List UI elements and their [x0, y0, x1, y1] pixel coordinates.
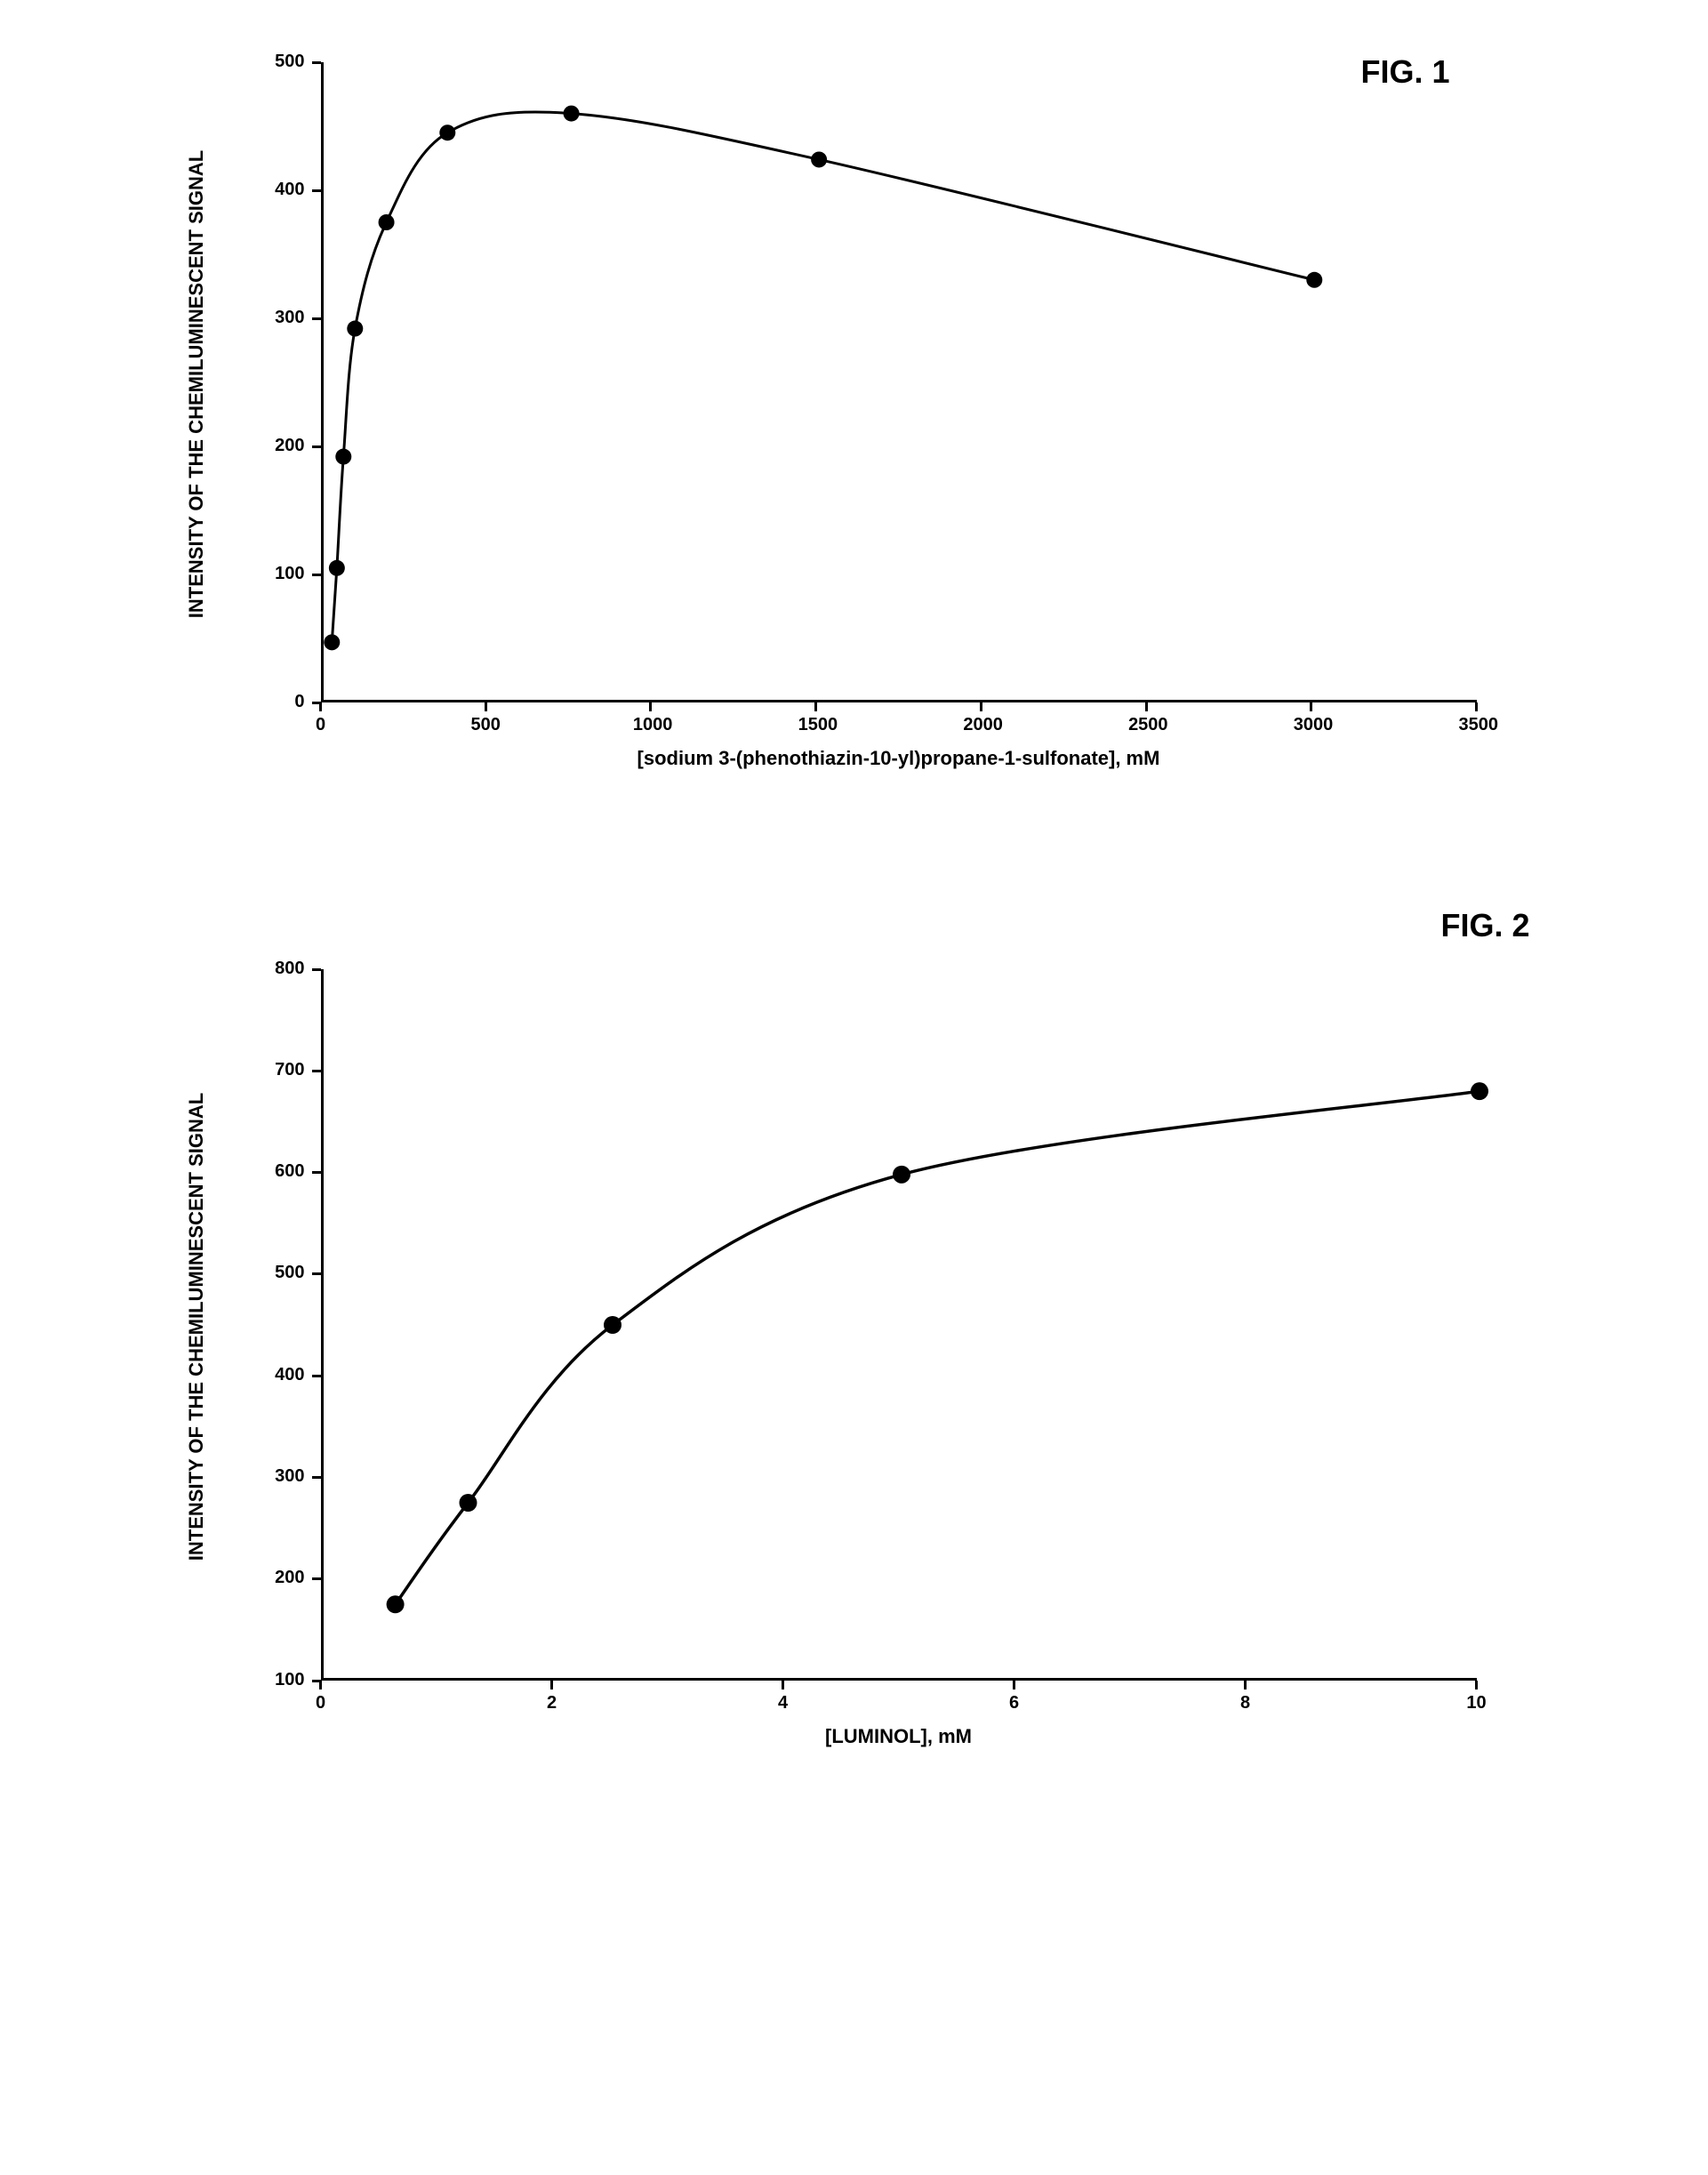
y-tick-label: 400 — [275, 1365, 304, 1385]
x-tick — [649, 702, 652, 711]
y-tick-label: 200 — [275, 1568, 304, 1588]
x-tick-label: 500 — [468, 715, 503, 735]
x-tick-label: 1500 — [798, 715, 834, 735]
y-tick — [312, 574, 321, 576]
figure-2-svg — [324, 969, 1479, 1681]
x-tick-label: 8 — [1228, 1693, 1263, 1714]
y-tick — [312, 1171, 321, 1174]
x-tick-label: 3000 — [1294, 715, 1329, 735]
y-tick — [312, 1375, 321, 1377]
x-tick-label: 2 — [534, 1693, 570, 1714]
data-point — [335, 449, 351, 465]
figure-1: FIG. 1 INTENSITY OF THE CHEMILUMINESCENT… — [143, 36, 1566, 836]
data-point — [347, 321, 363, 337]
y-tick — [312, 317, 321, 320]
x-tick — [319, 1681, 322, 1689]
x-tick-label: 2000 — [963, 715, 998, 735]
figure-1-y-axis-title: INTENSITY OF THE CHEMILUMINESCENT SIGNAL — [185, 64, 208, 704]
data-point — [439, 124, 455, 140]
data-point — [604, 1316, 621, 1334]
x-tick — [1475, 1681, 1478, 1689]
data-point — [563, 106, 579, 122]
data-point — [1471, 1082, 1488, 1100]
x-tick — [1244, 1681, 1247, 1689]
y-tick — [312, 1577, 321, 1580]
x-tick-label: 3500 — [1459, 715, 1495, 735]
x-tick — [814, 702, 817, 711]
x-tick — [1145, 702, 1148, 711]
x-tick-label: 2500 — [1128, 715, 1164, 735]
x-tick — [550, 1681, 553, 1689]
x-tick — [1013, 1681, 1015, 1689]
x-tick — [980, 702, 982, 711]
x-tick-label: 0 — [303, 715, 339, 735]
x-tick-label: 0 — [303, 1693, 339, 1714]
x-tick — [485, 702, 487, 711]
y-tick — [312, 445, 321, 448]
figure-1-svg — [324, 62, 1479, 702]
y-tick-label: 300 — [275, 1466, 304, 1487]
y-tick-label: 500 — [275, 52, 304, 72]
y-tick — [312, 1070, 321, 1072]
x-tick-label: 4 — [766, 1693, 801, 1714]
data-point — [378, 214, 394, 230]
series-line — [395, 1091, 1479, 1604]
y-tick — [312, 189, 321, 192]
x-tick-label: 6 — [997, 1693, 1032, 1714]
data-point — [811, 151, 827, 167]
y-tick-label: 700 — [275, 1060, 304, 1080]
y-tick-label: 200 — [275, 436, 304, 456]
y-tick-label: 0 — [294, 692, 304, 712]
data-point — [328, 560, 344, 576]
y-tick-label: 500 — [275, 1263, 304, 1283]
data-point — [1306, 272, 1322, 288]
figure-2-x-axis-title: [LUMINOL], mM — [321, 1725, 1477, 1748]
y-tick-label: 600 — [275, 1161, 304, 1182]
y-tick — [312, 1476, 321, 1479]
x-tick-label: 10 — [1459, 1693, 1495, 1714]
x-tick — [319, 702, 322, 711]
y-tick-label: 100 — [275, 1670, 304, 1690]
x-tick-label: 1000 — [633, 715, 669, 735]
figure-2-plot-area — [321, 969, 1477, 1681]
y-tick — [312, 1272, 321, 1275]
y-tick — [312, 61, 321, 64]
figure-2: FIG. 2 INTENSITY OF THE CHEMILUMINESCENT… — [143, 907, 1566, 1796]
data-point — [386, 1595, 404, 1613]
data-point — [324, 634, 340, 650]
y-tick-label: 300 — [275, 308, 304, 328]
data-point — [459, 1494, 477, 1512]
y-tick-label: 800 — [275, 959, 304, 979]
series-line — [332, 112, 1314, 642]
figure-2-label: FIG. 2 — [1440, 907, 1529, 944]
figure-1-plot-area — [321, 62, 1477, 702]
figure-1-x-axis-title: [sodium 3-(phenothiazin-10-yl)propane-1-… — [321, 747, 1477, 770]
x-tick — [1310, 702, 1312, 711]
x-tick — [1475, 702, 1478, 711]
figure-2-y-axis-title: INTENSITY OF THE CHEMILUMINESCENT SIGNAL — [185, 971, 208, 1682]
y-tick-label: 400 — [275, 180, 304, 200]
data-point — [893, 1166, 910, 1184]
x-tick — [782, 1681, 784, 1689]
y-tick-label: 100 — [275, 564, 304, 584]
y-tick — [312, 968, 321, 971]
